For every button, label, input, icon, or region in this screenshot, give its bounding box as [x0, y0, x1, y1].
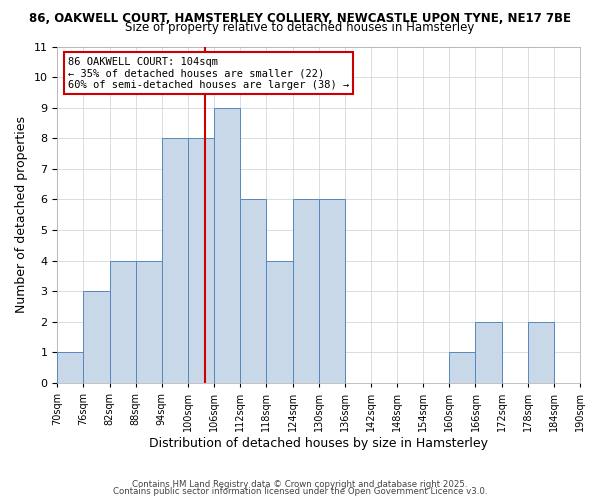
Text: 86, OAKWELL COURT, HAMSTERLEY COLLIERY, NEWCASTLE UPON TYNE, NE17 7BE: 86, OAKWELL COURT, HAMSTERLEY COLLIERY, …	[29, 12, 571, 24]
Text: Size of property relative to detached houses in Hamsterley: Size of property relative to detached ho…	[125, 22, 475, 35]
Text: Contains public sector information licensed under the Open Government Licence v3: Contains public sector information licen…	[113, 488, 487, 496]
Bar	[293, 200, 319, 383]
Bar	[475, 322, 502, 383]
Text: 86 OAKWELL COURT: 104sqm
← 35% of detached houses are smaller (22)
60% of semi-d: 86 OAKWELL COURT: 104sqm ← 35% of detach…	[68, 56, 349, 90]
Bar	[528, 322, 554, 383]
Bar	[449, 352, 475, 383]
Bar	[83, 292, 110, 383]
Bar	[57, 352, 83, 383]
Bar	[136, 260, 162, 383]
Bar	[240, 200, 266, 383]
Bar	[319, 200, 345, 383]
Bar	[110, 260, 136, 383]
Bar	[214, 108, 240, 383]
Bar	[266, 260, 293, 383]
Y-axis label: Number of detached properties: Number of detached properties	[15, 116, 28, 314]
Bar	[188, 138, 214, 383]
X-axis label: Distribution of detached houses by size in Hamsterley: Distribution of detached houses by size …	[149, 437, 488, 450]
Bar	[162, 138, 188, 383]
Text: Contains HM Land Registry data © Crown copyright and database right 2025.: Contains HM Land Registry data © Crown c…	[132, 480, 468, 489]
